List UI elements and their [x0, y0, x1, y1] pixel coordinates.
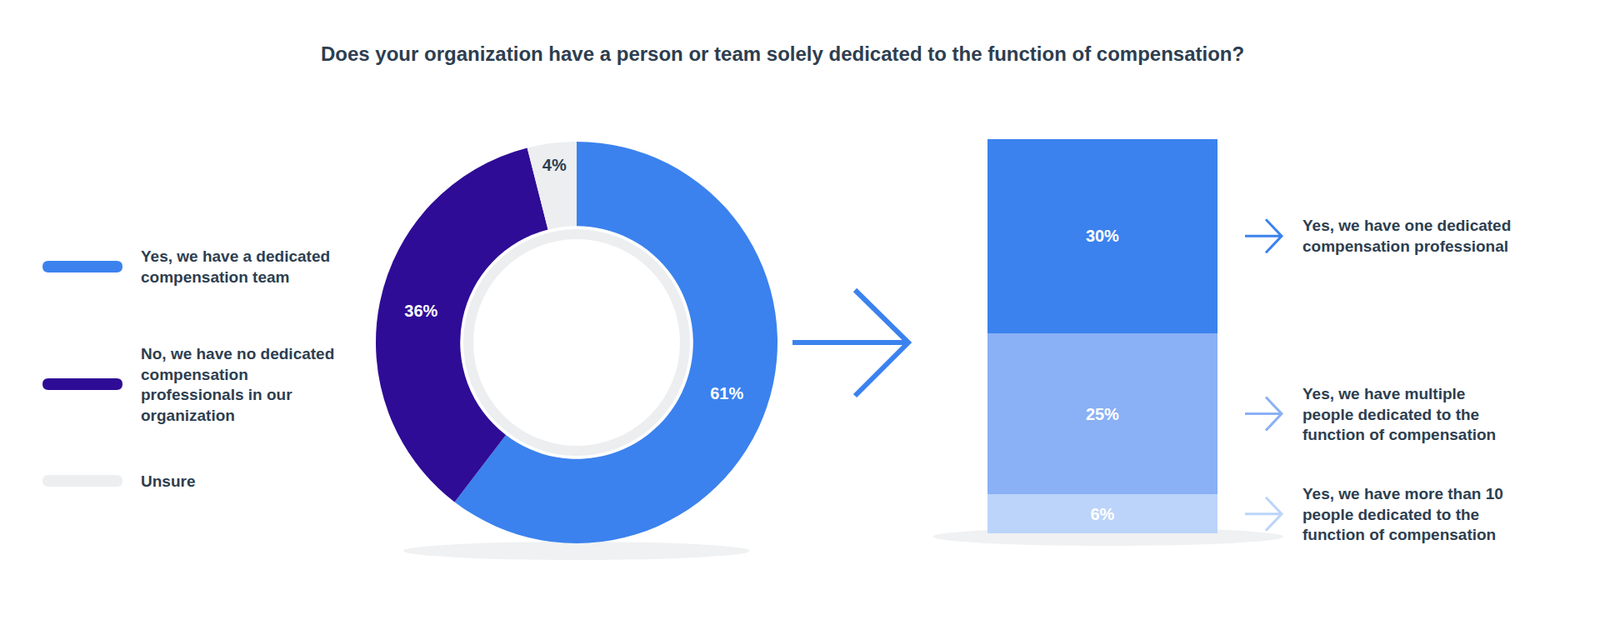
svg-text:6%: 6% — [1090, 505, 1115, 524]
svg-text:25%: 25% — [1085, 405, 1120, 424]
svg-text:61%: 61% — [710, 384, 744, 403]
svg-text:30%: 30% — [1085, 226, 1120, 245]
svg-text:Unsure: Unsure — [140, 472, 195, 490]
svg-text:Yes, we have one dedicatedcomp: Yes, we have one dedicatedcompensation p… — [1302, 216, 1511, 255]
svg-text:Yes, we have a dedicatedcompen: Yes, we have a dedicatedcompensation tea… — [140, 247, 330, 286]
svg-text:Yes, we have multiplepeople de: Yes, we have multiplepeople dedicated to… — [1302, 385, 1496, 444]
svg-text:Yes, we have more than 10peopl: Yes, we have more than 10people dedicate… — [1302, 485, 1504, 544]
svg-text:36%: 36% — [404, 301, 438, 320]
svg-text:No, we have no dedicatedcompen: No, we have no dedicatedcompensationprof… — [140, 345, 335, 425]
svg-text:4%: 4% — [542, 155, 567, 175]
svg-text:Does your organization have a: Does your organization have a person or … — [320, 42, 1245, 65]
